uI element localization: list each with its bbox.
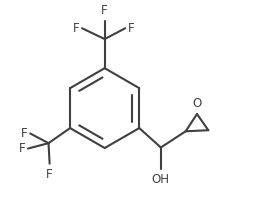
Text: OH: OH (152, 173, 170, 186)
Text: F: F (21, 127, 28, 140)
Text: F: F (46, 168, 53, 181)
Text: F: F (101, 4, 108, 17)
Text: F: F (19, 142, 25, 155)
Text: F: F (73, 22, 80, 35)
Text: F: F (128, 22, 134, 35)
Text: O: O (192, 97, 202, 110)
